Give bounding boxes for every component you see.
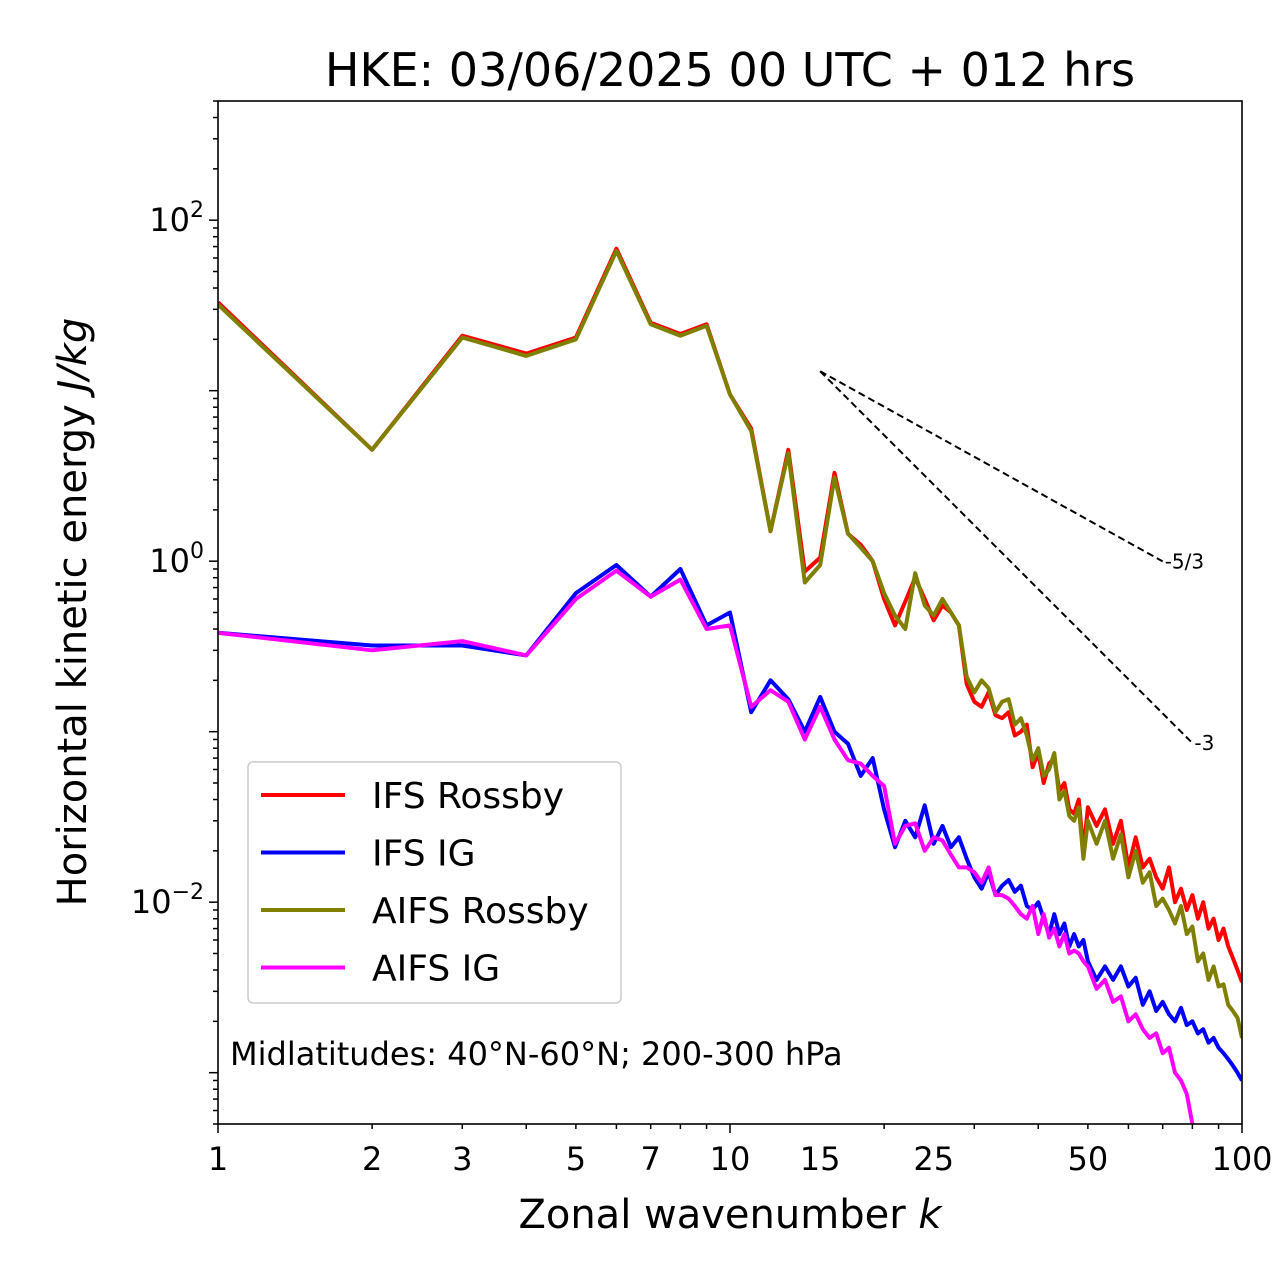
slope-label-5-3: -5/3 xyxy=(1165,549,1204,573)
slope-label-3: -3 xyxy=(1194,731,1214,755)
legend-label-ifs-rossby: IFS Rossby xyxy=(372,776,564,817)
x-tick-label: 7 xyxy=(641,1140,661,1178)
legend: IFS Rossby IFS IG AIFS Rossby AIFS IG xyxy=(247,761,622,1004)
chart-title: HKE: 03/06/2025 00 UTC + 012 hrs xyxy=(325,43,1135,97)
y-tick-label: 102 xyxy=(149,198,204,239)
region-annotation: Midlatitudes: 40°N-60°N; 200-300 hPa xyxy=(230,1035,843,1073)
x-tick-label: 3 xyxy=(452,1140,472,1178)
series-aifs-rossby-line xyxy=(218,248,1242,1039)
x-axis-label-text: Zonal wavenumber xyxy=(518,1192,906,1238)
x-tick-label: 50 xyxy=(1068,1140,1109,1178)
series-layer xyxy=(218,246,1242,1124)
legend-entries: IFS Rossby IFS IG AIFS Rossby AIFS IG xyxy=(261,776,589,990)
legend-label-aifs-ig: AIFS IG xyxy=(372,949,500,990)
x-tick-label: 15 xyxy=(800,1140,841,1178)
y-tick-label: 100 xyxy=(149,539,204,580)
y-tick-label: 10−2 xyxy=(131,880,204,921)
legend-label-aifs-rossby: AIFS Rossby xyxy=(372,891,589,932)
series-aifs-ig-line xyxy=(218,568,1195,1124)
x-tick-label: 100 xyxy=(1211,1140,1272,1178)
x-tick-label: 1 xyxy=(208,1140,228,1178)
legend-label-ifs-ig: IFS IG xyxy=(372,834,476,875)
y-axis-ticks: 10−2 100 102 xyxy=(131,100,218,1125)
x-axis-label-var: k xyxy=(918,1192,943,1238)
x-tick-label: 5 xyxy=(566,1140,586,1178)
y-axis-label-text: Horizontal kinetic energy xyxy=(50,404,96,906)
x-axis-ticks: 1 2 3 5 7 10 15 25 50 100 xyxy=(208,1124,1273,1178)
x-tick-label: 10 xyxy=(710,1140,751,1178)
reference-slopes: -5/3 -3 xyxy=(819,370,1214,755)
legend-box xyxy=(247,761,622,1004)
x-axis-label: Zonal wavenumber k xyxy=(518,1192,943,1238)
x-tick-label: 2 xyxy=(362,1140,382,1178)
y-axis-label: Horizontal kinetic energy J/kg xyxy=(50,318,96,907)
x-tick-label: 25 xyxy=(913,1140,954,1178)
y-axis-label-unit: J/kg xyxy=(50,318,96,399)
